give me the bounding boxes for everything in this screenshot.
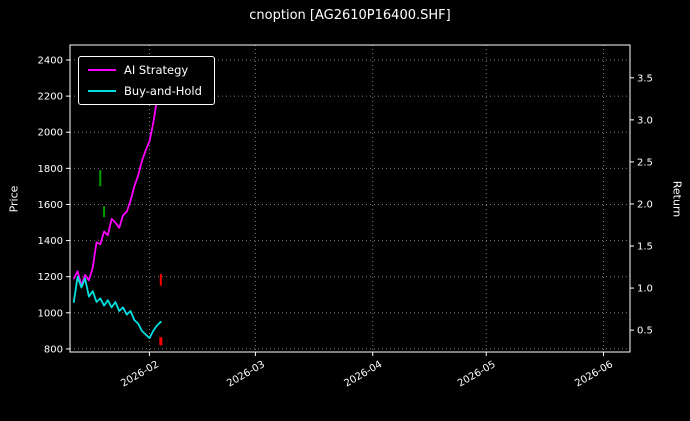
x-tick-label: 2026-03 [225,359,267,389]
legend-label-ai-strategy: AI Strategy [124,63,189,77]
x-tick-label: 2026-06 [573,359,615,389]
y-left-tick-label: 2200 [38,92,63,103]
legend-item-buy-and-hold: Buy-and-Hold [88,84,202,98]
series-line-buy-and-hold [72,275,162,340]
x-tick-label: 2026-05 [456,359,498,389]
legend: AI Strategy Buy-and-Hold [78,56,215,105]
y-left-tick-label: 1800 [38,164,63,175]
y-left-tick-label: 1000 [38,308,63,319]
y-right-tick-label: 1.5 [637,242,653,253]
y-left-tick-label: 2400 [38,55,63,66]
y-right-tick-label: 2.5 [637,157,653,168]
x-tick-label: 2026-04 [343,359,385,389]
y-left-tick-label: 800 [44,344,63,355]
y-right-tick-label: 3.5 [637,73,653,84]
plot-border [69,44,631,353]
y-right-tick-label: 0.5 [637,326,653,337]
series-line-ai-strategy [72,93,162,287]
y-right-tick-label: 3.0 [637,115,653,126]
y-right-tick-label: 2.0 [637,199,653,210]
x-tick-label: 2026-02 [119,359,161,389]
legend-item-ai-strategy: AI Strategy [88,63,202,77]
chart-title: cnoption [AG2610P16400.SHF] [249,8,451,23]
y-left-tick-label: 1600 [38,200,63,211]
y-left-tick-label: 2000 [38,128,63,139]
y-left-tick-label: 1400 [38,236,63,247]
legend-label-buy-and-hold: Buy-and-Hold [124,84,202,98]
legend-line-ai-strategy [88,69,116,71]
y-right-tick-label: 1.0 [637,284,653,295]
y-left-tick-label: 1200 [38,272,63,283]
legend-line-buy-and-hold [88,90,116,92]
